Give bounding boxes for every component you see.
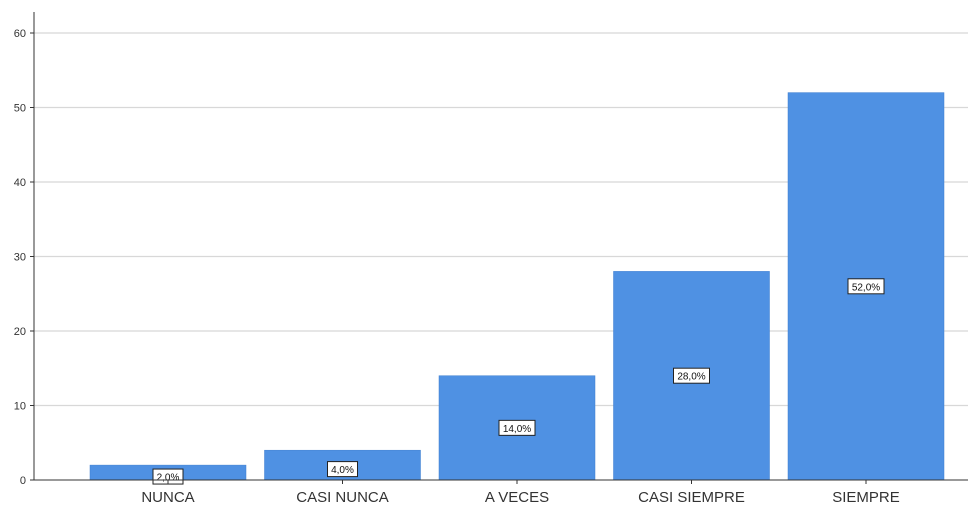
data-label-box: [498, 419, 536, 436]
data-labels: 2,0% 4,0% 14,0% 28,0% 52,0%: [152, 278, 885, 485]
y-tick-label: 60: [14, 28, 26, 40]
y-tick-label: 0: [20, 475, 26, 487]
category-label: SIEMPRE: [832, 489, 900, 505]
y-tick-label: 20: [14, 326, 26, 338]
data-label: 2,0%: [157, 473, 180, 484]
y-tick-label: 40: [14, 177, 26, 189]
y-tick-label: 10: [14, 401, 26, 413]
data-label-box: [327, 461, 358, 478]
data-label-box: [847, 278, 885, 295]
y-tick-label: 50: [14, 103, 26, 115]
category-label: CASI NUNCA: [296, 489, 389, 505]
y-axis: 0 10 20 30 40 50 60: [14, 12, 35, 487]
data-label: 14,0%: [503, 424, 531, 435]
y-tick-label: 30: [14, 252, 26, 264]
data-label: 52,0%: [852, 282, 880, 293]
category-label: CASI SIEMPRE: [638, 489, 745, 505]
data-label: 28,0%: [677, 372, 705, 383]
x-axis: NUNCA CASI NUNCA A VECES CASI SIEMPRE SIEMPR…: [34, 479, 968, 505]
category-label: NUNCA: [141, 489, 194, 505]
category-label: A VECES: [485, 489, 549, 505]
data-label: 4,0%: [331, 465, 354, 476]
data-label-box: [673, 367, 710, 384]
